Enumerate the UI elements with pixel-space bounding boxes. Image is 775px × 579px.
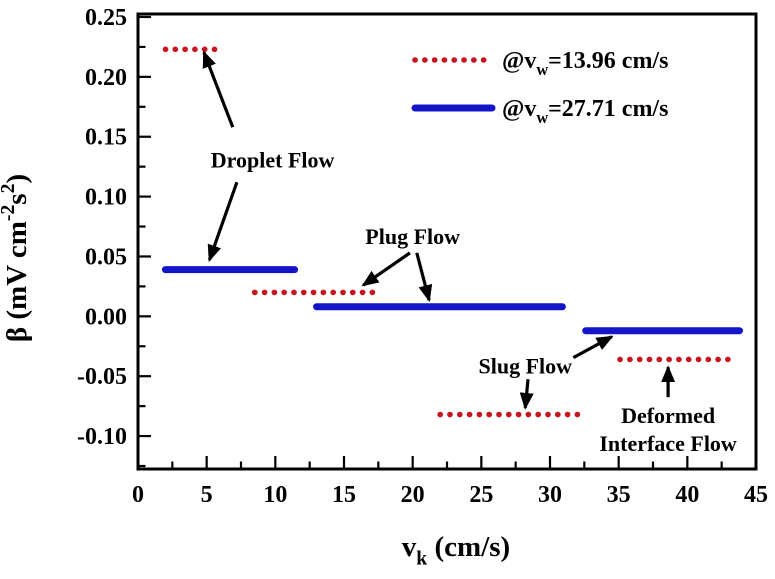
axis-ticks [136,15,758,469]
y-tick-label: 0.05 [85,244,127,270]
annotation-arrow [207,181,239,262]
x-tick-label: 30 [538,482,562,508]
y-tick-label: 0.00 [85,304,127,330]
series-vw-13-96 [162,46,740,418]
legend: @vw=13.96 cm/s @vw=27.71 cm/s [411,48,668,127]
y-tick-label: 0.15 [85,125,127,151]
annotation-text: Plug Flow [365,224,460,249]
annotation-deformed-interface-flow: Deformed Interface Flow [599,365,737,456]
annotation-text: Interface Flow [599,431,737,456]
y-tick-label: 0.25 [85,5,127,31]
y-tick-label: 0.20 [85,65,127,91]
x-tick-label: 15 [332,482,356,508]
x-tick-label: 0 [132,482,144,508]
annotation-arrow [202,50,235,128]
y-tick-label: -0.10 [77,424,127,450]
x-tick-label: 35 [607,482,631,508]
annotation-text: Deformed [621,403,715,428]
y-tick-label: 0.10 [85,185,127,211]
legend-label-vw-13-96: @vw=13.96 cm/s [502,48,668,79]
annotation-droplet-flow: Droplet Flow [202,50,335,262]
y-tick-label: -0.05 [77,364,127,390]
x-tick-label: 5 [201,482,213,508]
annotation-arrow [572,335,614,360]
annotation-text: Slug Flow [479,353,573,378]
annotation-arrow [361,251,411,287]
annotation-arrow [519,379,534,410]
y-axis-label: β (mV cm-2s2) [0,174,33,342]
annotation-arrow [415,252,433,303]
x-axis-label: vk (cm/s) [402,531,510,570]
annotation-text: Droplet Flow [211,147,335,172]
annotation-plug-flow: Plug Flow [361,224,460,303]
x-tick-label: 40 [675,482,699,508]
legend-label-vw-27-71: @vw=27.71 cm/s [502,96,668,127]
annotation-slug-flow: Slug Flow [479,335,614,410]
x-tick-label: 10 [263,482,287,508]
x-tick-label: 45 [744,482,768,508]
x-tick-label: 20 [401,482,425,508]
series-vw-27-71 [161,266,744,335]
x-tick-label: 25 [469,482,493,508]
